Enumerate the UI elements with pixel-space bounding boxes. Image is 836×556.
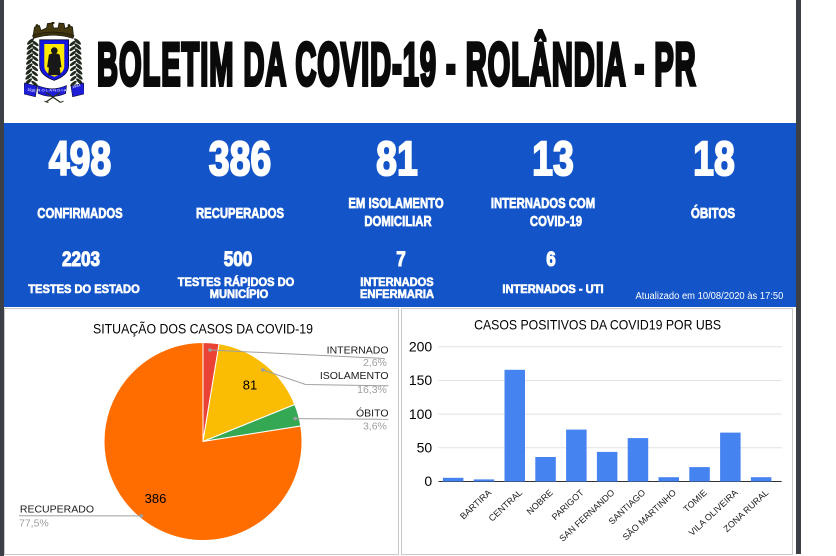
svg-text:50: 50	[416, 440, 432, 456]
svg-text:SÃO MARTINHO: SÃO MARTINHO	[620, 488, 678, 543]
svg-text:16,3%: 16,3%	[357, 384, 387, 396]
svg-text:INTERNADO: INTERNADO	[327, 345, 389, 357]
svg-text:SAN FERNANDO: SAN FERNANDO	[557, 488, 616, 544]
svg-text:1935: 1935	[27, 88, 36, 94]
svg-text:200: 200	[408, 339, 432, 355]
svg-text:3,6%: 3,6%	[363, 421, 387, 433]
svg-text:2,6%: 2,6%	[363, 357, 387, 369]
svg-text:386: 386	[145, 491, 167, 506]
svg-text:CASOS POSITIVOS DA COVID19 POR: CASOS POSITIVOS DA COVID19 POR UBS	[474, 317, 721, 333]
svg-text:TOMIE: TOMIE	[681, 488, 709, 515]
svg-text:ÓBITO: ÓBITO	[356, 406, 388, 419]
svg-text:NOBRE: NOBRE	[524, 488, 554, 517]
svg-text:0: 0	[424, 473, 432, 489]
svg-text:150: 150	[408, 372, 432, 388]
svg-text:1944: 1944	[72, 83, 81, 89]
svg-text:81: 81	[243, 378, 257, 393]
svg-text:ISOLAMENTO: ISOLAMENTO	[320, 370, 389, 382]
svg-text:RECUPERADO: RECUPERADO	[20, 504, 94, 516]
svg-text:CENTRAL: CENTRAL	[486, 488, 524, 524]
svg-text:100: 100	[408, 406, 432, 422]
svg-text:77,5%: 77,5%	[19, 518, 49, 530]
svg-text:SITUAÇÃO DOS CASOS DA COVID-19: SITUAÇÃO DOS CASOS DA COVID-19	[93, 322, 313, 337]
svg-text:R·O·L·A·N·D·I·A: R·O·L·A·N·D·I·A	[38, 88, 67, 93]
